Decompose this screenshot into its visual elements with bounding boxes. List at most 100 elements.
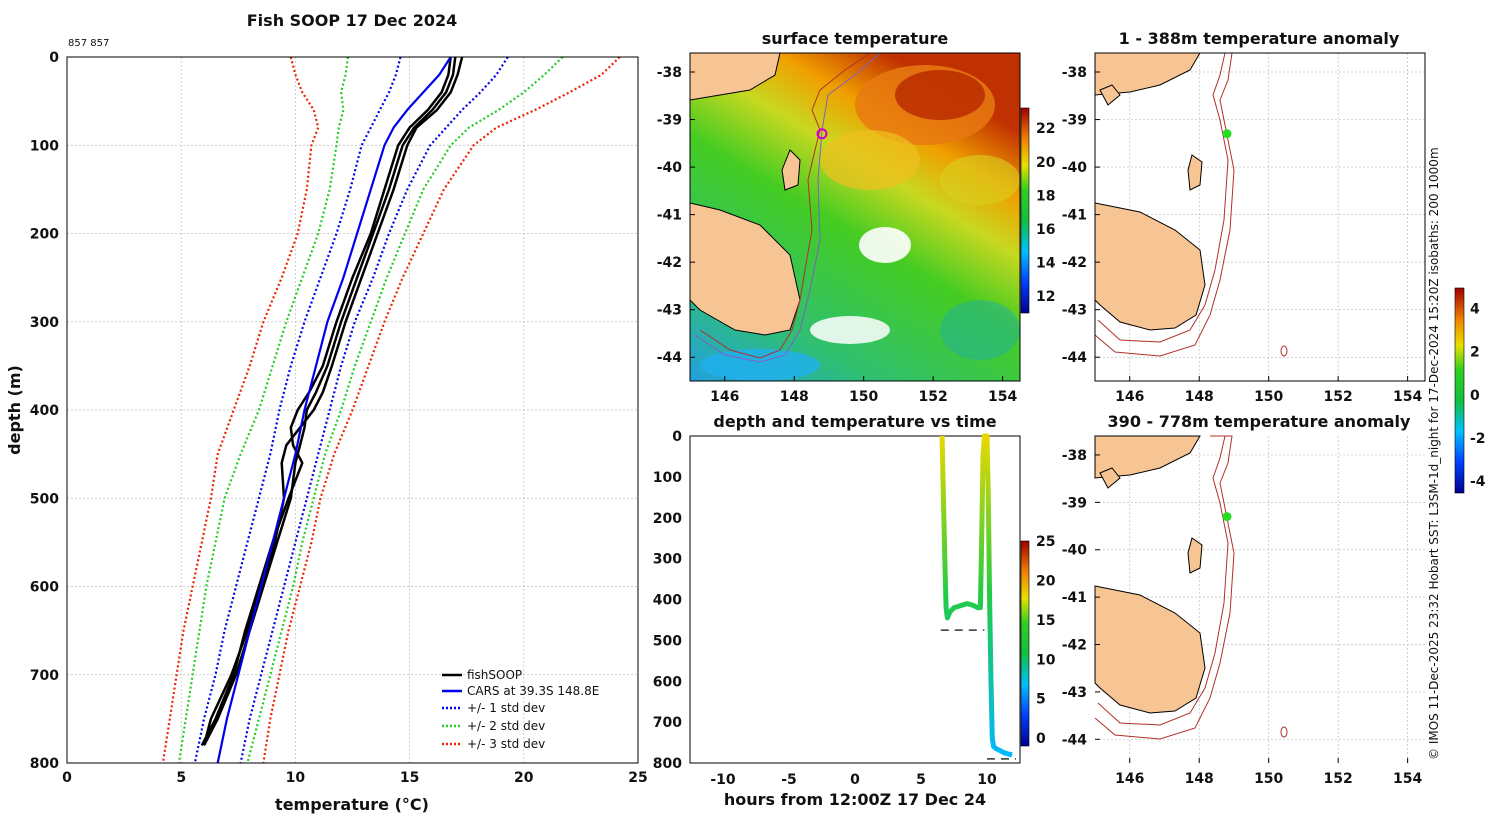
- sst-colorbar-label: 20: [1036, 155, 1056, 171]
- sst-xtick-label: 152: [919, 389, 948, 405]
- anomaly-map-upper: 1 - 388m temperature anomaly 146 148 150 15…: [1062, 29, 1426, 405]
- profile-ticks: 0 5 10 15 20 25 0 100 200 300 400 500 600 700 800: [30, 50, 648, 786]
- anomaly-lower-ytick-label: -40: [1062, 543, 1088, 559]
- depth-time-ytick-label: 800: [653, 756, 682, 772]
- anomaly-lower-ytick-label: -38: [1062, 448, 1087, 464]
- anomaly-lower-ytick-label: -43: [1062, 685, 1087, 701]
- sst-ytick-label: -38: [657, 65, 682, 81]
- fishsoop-line: [202, 56, 457, 746]
- anomaly-upper-ytick-label: -44: [1062, 350, 1088, 366]
- sst-colorbar-label: 16: [1036, 222, 1055, 238]
- depth-time-colorbar: [1020, 540, 1030, 747]
- sst-ticks: 146 148 150 152 154 -38 -39 -40 -41 -42 -43 -44: [657, 65, 1018, 405]
- std1-line: [193, 56, 402, 764]
- fishsoop-line: [200, 56, 452, 746]
- profile-ytick-label: 0: [49, 50, 59, 66]
- depth-time-xtick-label: -10: [710, 772, 736, 788]
- depth-time-xlabel: hours from 12:00Z 17 Dec 24: [724, 790, 986, 809]
- anomaly-upper-grid: [1095, 53, 1425, 381]
- depth-time-xtick-label: 0: [850, 772, 860, 788]
- dive-track-line: [939, 433, 1013, 758]
- profile-ytick-label: 100: [30, 138, 59, 154]
- sst-ytick-label: -40: [657, 160, 683, 176]
- anomaly-lower-ytick-label: -42: [1062, 638, 1087, 654]
- anomaly-colorbar-label: -2: [1470, 431, 1486, 447]
- anomaly-colorbar-label: 4: [1470, 302, 1480, 318]
- anomaly-lower-xtick-label: 148: [1185, 771, 1214, 787]
- legend-label-std1: +/- 1 std dev: [467, 701, 545, 715]
- anomaly-upper-xtick-label: 152: [1324, 389, 1353, 405]
- profile-id-label: 857 857: [68, 38, 109, 49]
- std1-line: [239, 56, 509, 764]
- imos-credit-text: © IMOS 11-Dec-2025 23:32 Hobart SST: L3S…: [1427, 147, 1441, 760]
- profile-xtick-label: 20: [514, 770, 534, 786]
- depth-time-title: depth and temperature vs time: [713, 412, 996, 431]
- sst-field: [690, 53, 1020, 381]
- anomaly-lower-ytick-label: -41: [1062, 590, 1087, 606]
- legend-label-std3: +/- 3 std dev: [467, 737, 545, 751]
- sst-position-marker: [816, 128, 828, 140]
- anomaly-colorbar-label: -4: [1470, 474, 1486, 490]
- profile-ytick-label: 400: [30, 403, 59, 419]
- profile-ytick-label: 800: [30, 756, 59, 772]
- profile-ytick-label: 300: [30, 315, 59, 331]
- anomaly-upper-ytick-label: -41: [1062, 208, 1087, 224]
- anomaly-upper-ytick-label: -43: [1062, 303, 1087, 319]
- depth-time-colorbar-label: 0: [1036, 731, 1046, 747]
- sst-title: surface temperature: [762, 29, 949, 48]
- anomaly-lower-xtick-label: 154: [1393, 771, 1422, 787]
- depth-time-xtick-label: 5: [916, 772, 926, 788]
- sst-ytick-label: -41: [657, 208, 682, 224]
- std2-line: [246, 56, 564, 764]
- anomaly-lower-xtick-label: 150: [1254, 771, 1283, 787]
- sst-ytick-label: -43: [657, 303, 682, 319]
- profile-series: [161, 56, 621, 764]
- legend-label-cars: CARS at 39.3S 148.8E: [467, 684, 599, 698]
- sst-xtick-label: 146: [710, 389, 739, 405]
- anomaly-lower-marker: [1222, 512, 1232, 522]
- depth-time-frame: [689, 435, 1021, 764]
- depth-time-ytick-label: 700: [653, 715, 682, 731]
- depth-time-xtick-label: 10: [977, 772, 997, 788]
- sst-ytick-label: -39: [657, 113, 682, 129]
- profile-xtick-label: 5: [176, 770, 186, 786]
- anomaly-upper-ytick-label: -42: [1062, 255, 1087, 271]
- sst-xtick-label: 148: [780, 389, 809, 405]
- anomaly-upper-xtick-label: 148: [1185, 389, 1214, 405]
- sst-colorbar-ticks: 12 14 16 18 20 22: [1036, 121, 1056, 305]
- sst-colorbar-label: 12: [1036, 289, 1055, 305]
- depth-time-colorbar-label: 10: [1036, 652, 1056, 668]
- std2-line: [177, 56, 349, 764]
- depth-time-colorbar-ticks: 0 5 10 15 20 25: [1036, 534, 1056, 747]
- sst-ytick-label: -42: [657, 255, 682, 271]
- anomaly-upper-xtick-label: 150: [1254, 389, 1283, 405]
- anomaly-lower-grid: [1095, 436, 1425, 763]
- profile-xtick-label: 15: [400, 770, 419, 786]
- anomaly-lower-xtick-label: 146: [1115, 771, 1144, 787]
- depth-time-colorbar-label: 5: [1036, 692, 1046, 708]
- anomaly-upper-xtick-label: 146: [1115, 389, 1144, 405]
- sst-colorbar: [1020, 107, 1030, 314]
- depth-time-ytick-label: 200: [653, 511, 682, 527]
- profile-xtick-label: 10: [286, 770, 306, 786]
- anomaly-lower-ytick-label: -44: [1062, 732, 1088, 748]
- anomaly-lower-ticks: 146 148 150 152 154 -38 -39 -40 -41 -42 -43 -44: [1062, 448, 1423, 787]
- anomaly-upper-title: 1 - 388m temperature anomaly: [1119, 29, 1400, 48]
- anomaly-colorbar-ticks: 4 2 0 -2 -4: [1470, 302, 1486, 491]
- depth-time-marks: [939, 433, 1017, 760]
- sst-xtick-label: 154: [988, 389, 1017, 405]
- anomaly-colorbar-label: 2: [1470, 345, 1480, 361]
- sst-map: surface temperature 146 148 150 152 154 -38 -3…: [657, 29, 1056, 405]
- depth-time-ytick-label: 600: [653, 674, 682, 690]
- cars-line: [216, 56, 452, 764]
- sst-xtick-label: 150: [849, 389, 878, 405]
- anomaly-upper-ticks: 146 148 150 152 154 -38 -39 -40 -41 -42 -43 -44: [1062, 65, 1423, 405]
- legend-label-std2: +/- 2 std dev: [467, 719, 545, 733]
- profile-xtick-label: 25: [628, 770, 647, 786]
- anomaly-lower-title: 390 - 778m temperature anomaly: [1108, 412, 1411, 431]
- profile-xlabel: temperature (°C): [275, 795, 429, 814]
- anomaly-upper-marker: [1222, 129, 1232, 139]
- anomaly-upper-ytick-label: -40: [1062, 160, 1088, 176]
